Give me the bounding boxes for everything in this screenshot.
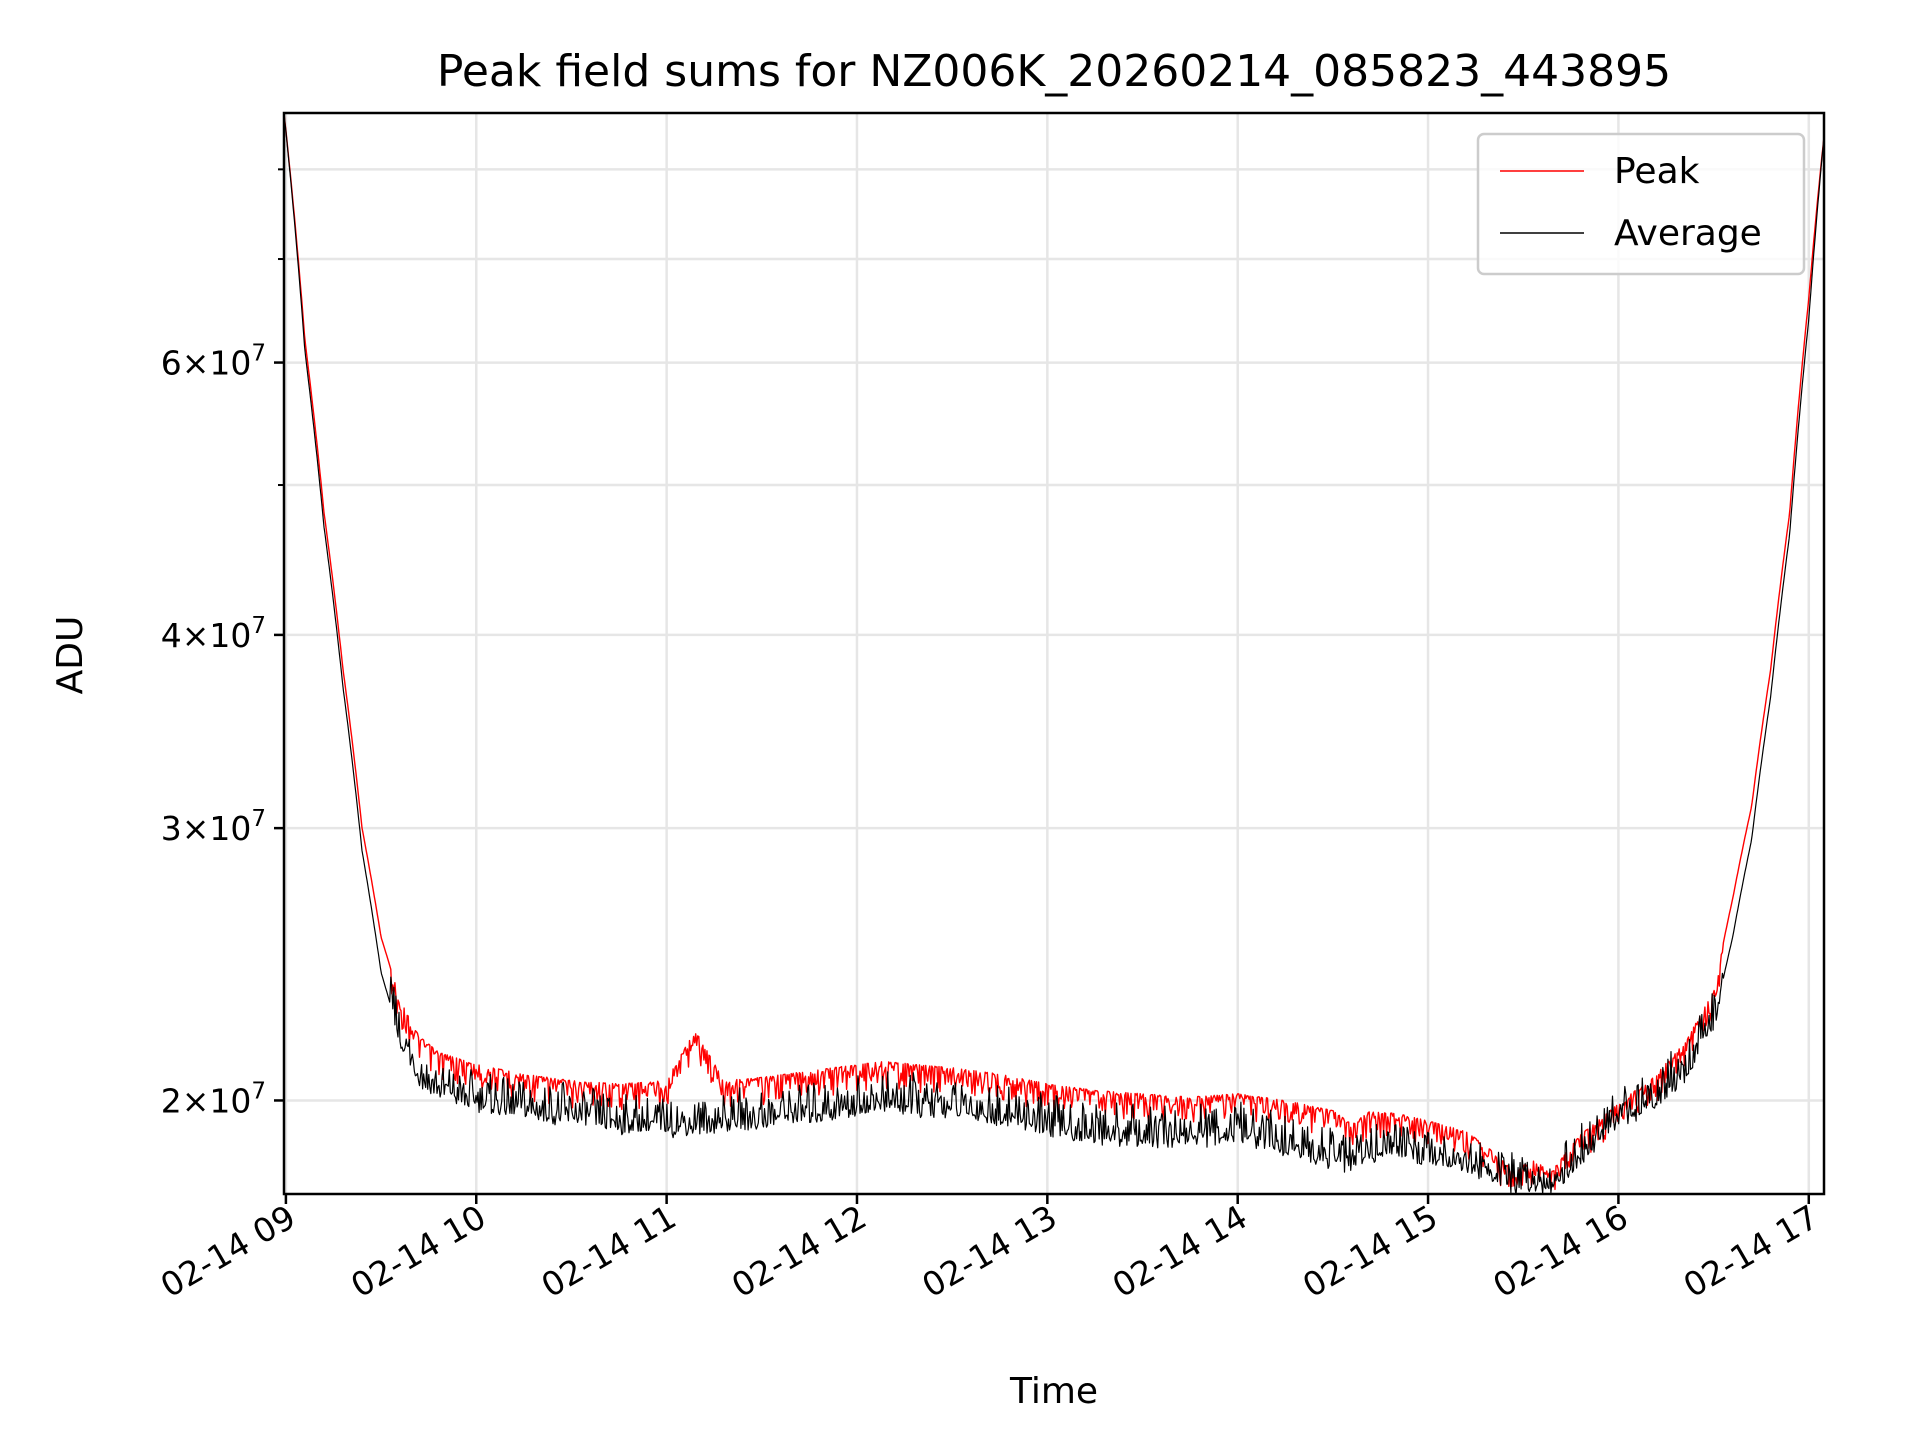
y-tick-label: 6×107 — [161, 341, 266, 383]
series-line-average — [284, 113, 1824, 1194]
x-axis-label: Time — [1009, 1371, 1098, 1412]
legend-label-peak: Peak — [1614, 151, 1700, 192]
legend: Peak Average — [1476, 132, 1806, 276]
y-tick-label: 2×107 — [161, 1078, 266, 1120]
y-axis-label: ADU — [50, 616, 91, 695]
y-tick-label: 3×107 — [161, 806, 266, 848]
legend-box — [1476, 132, 1806, 276]
plot-frame — [282, 111, 1826, 1196]
series-layer — [284, 113, 1824, 1194]
chart-title: Peak field sums for NZ006K_20260214_0858… — [437, 46, 1671, 97]
y-tick-label: 4×107 — [161, 613, 266, 655]
legend-label-average: Average — [1614, 213, 1762, 254]
